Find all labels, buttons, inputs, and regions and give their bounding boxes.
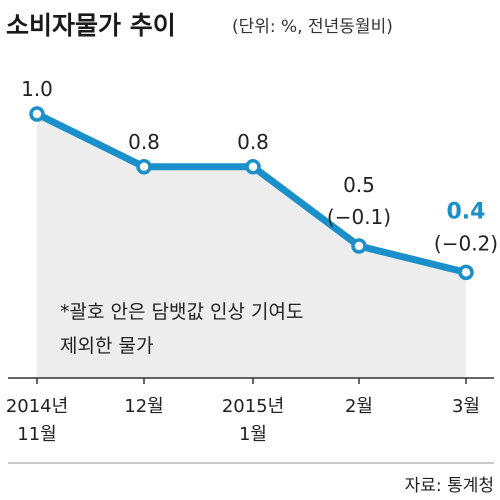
area-fill (37, 114, 466, 378)
source-text: 자료: 통계청 (405, 476, 494, 496)
sub-label: (−0.2) (434, 231, 498, 255)
chart-subtitle: (단위: %, 전년동월비) (232, 17, 393, 37)
data-point (136, 159, 152, 175)
x-tick-label: 11월 (17, 424, 56, 445)
x-tick-label: 1월 (239, 424, 267, 445)
data-point (245, 159, 261, 175)
data-point (29, 106, 45, 122)
x-tick-label: 2015년 (222, 396, 284, 417)
sub-label: (−0.1) (327, 205, 391, 229)
chart-title: 소비자물가 추이 (6, 11, 176, 40)
x-tick-label: 12월 (124, 396, 163, 417)
value-label: 1.0 (21, 77, 53, 101)
note-line-2: 제외한 물가 (60, 335, 153, 357)
value-label: 0.4 (447, 199, 486, 224)
x-tick-label: 3월 (452, 396, 480, 417)
value-label: 0.8 (237, 130, 269, 154)
data-point (458, 264, 474, 281)
x-tick-label: 2월 (345, 396, 373, 417)
value-label: 0.5 (343, 173, 375, 197)
note-line-1: *괄호 안은 담뱃값 인상 기여도 (60, 301, 303, 323)
value-label: 0.8 (128, 130, 160, 154)
data-point (351, 238, 367, 254)
x-tick-label: 2014년 (6, 396, 68, 417)
